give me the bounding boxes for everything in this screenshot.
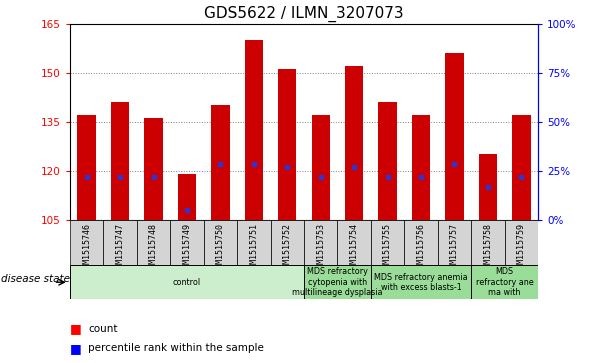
Bar <box>144 118 163 220</box>
Bar <box>311 115 330 220</box>
Bar <box>304 220 337 265</box>
Bar <box>471 265 538 299</box>
Bar <box>204 220 237 265</box>
Bar <box>412 115 430 220</box>
Bar <box>438 220 471 265</box>
Text: MDS refractory
cytopenia with
multilineage dysplasia: MDS refractory cytopenia with multilinea… <box>292 267 382 297</box>
Text: GSM1515749: GSM1515749 <box>182 223 192 273</box>
Bar <box>77 115 96 220</box>
Bar <box>111 102 130 220</box>
Bar <box>371 220 404 265</box>
Bar <box>345 66 364 220</box>
Text: GSM1515755: GSM1515755 <box>383 223 392 273</box>
Bar <box>103 220 137 265</box>
Bar <box>404 220 438 265</box>
Text: control: control <box>173 278 201 287</box>
Bar <box>371 265 471 299</box>
Bar <box>445 53 464 220</box>
Bar <box>478 154 497 220</box>
Title: GDS5622 / ILMN_3207073: GDS5622 / ILMN_3207073 <box>204 6 404 22</box>
Bar <box>70 265 304 299</box>
Text: disease state: disease state <box>1 274 70 284</box>
Bar <box>378 102 397 220</box>
Bar <box>271 220 304 265</box>
Text: GSM1515747: GSM1515747 <box>116 223 125 273</box>
Text: ■: ■ <box>70 342 81 355</box>
Text: GSM1515746: GSM1515746 <box>82 223 91 273</box>
Bar <box>137 220 170 265</box>
Text: GSM1515756: GSM1515756 <box>416 223 426 273</box>
Bar <box>471 220 505 265</box>
Text: GSM1515753: GSM1515753 <box>316 223 325 273</box>
Text: GSM1515752: GSM1515752 <box>283 223 292 273</box>
Text: GSM1515758: GSM1515758 <box>483 223 492 273</box>
Bar <box>211 105 230 220</box>
Text: GSM1515750: GSM1515750 <box>216 223 225 273</box>
Bar <box>178 174 196 220</box>
Bar <box>244 40 263 220</box>
Text: ■: ■ <box>70 322 81 335</box>
Bar <box>237 220 271 265</box>
Text: MDS
refractory ane
ma with: MDS refractory ane ma with <box>476 267 533 297</box>
Text: GSM1515751: GSM1515751 <box>249 223 258 273</box>
Bar <box>278 69 297 220</box>
Text: GSM1515748: GSM1515748 <box>149 223 158 273</box>
Text: count: count <box>88 323 118 334</box>
Text: GSM1515759: GSM1515759 <box>517 223 526 273</box>
Bar <box>304 265 371 299</box>
Bar <box>70 220 103 265</box>
Bar <box>505 220 538 265</box>
Bar <box>337 220 371 265</box>
Text: percentile rank within the sample: percentile rank within the sample <box>88 343 264 354</box>
Text: GSM1515754: GSM1515754 <box>350 223 359 273</box>
Bar <box>170 220 204 265</box>
Text: MDS refractory anemia
with excess blasts-1: MDS refractory anemia with excess blasts… <box>375 273 468 292</box>
Text: GSM1515757: GSM1515757 <box>450 223 459 273</box>
Bar <box>512 115 531 220</box>
